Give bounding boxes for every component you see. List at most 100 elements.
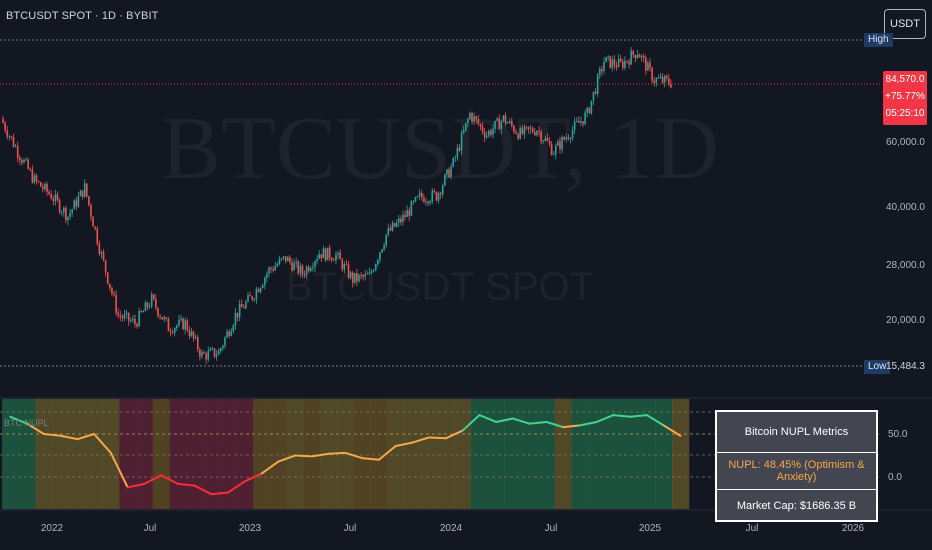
candle-body bbox=[521, 128, 524, 134]
nupl-tick-0: 0.0 bbox=[888, 472, 902, 483]
candle-body bbox=[353, 273, 356, 283]
candle-body bbox=[534, 132, 536, 136]
candle-body bbox=[150, 294, 153, 307]
candle-body bbox=[12, 137, 15, 147]
candle-body bbox=[228, 331, 230, 336]
candle-body bbox=[138, 310, 140, 327]
nupl-regime-band bbox=[136, 399, 154, 509]
nupl-line-segment bbox=[109, 451, 129, 489]
candle-body bbox=[268, 267, 270, 274]
candle-body bbox=[546, 138, 549, 141]
candle-body bbox=[441, 185, 444, 195]
candle-body bbox=[609, 56, 612, 68]
candle-body bbox=[62, 207, 65, 213]
candle-body bbox=[46, 183, 48, 192]
candle-body bbox=[603, 62, 605, 72]
indicator-title[interactable]: BTC NUPL bbox=[4, 418, 49, 428]
candle-body bbox=[196, 337, 199, 350]
candle-body bbox=[416, 195, 419, 198]
table-nupl-value: NUPL: 48.45% (Optimism & Anxiety) bbox=[717, 453, 876, 490]
nupl-line-segment bbox=[260, 460, 280, 475]
candle-body bbox=[75, 200, 78, 207]
nupl-metrics-table: Bitcoin NUPL Metrics NUPL: 48.45% (Optim… bbox=[715, 410, 878, 522]
nupl-line-segment bbox=[210, 491, 230, 496]
candle-body bbox=[48, 191, 50, 195]
nupl-line-segment bbox=[578, 420, 598, 427]
candle-body bbox=[630, 50, 632, 65]
nupl-regime-band bbox=[588, 399, 606, 509]
candle-body bbox=[567, 137, 570, 139]
candle-body bbox=[351, 272, 354, 283]
candle-body bbox=[333, 259, 335, 261]
candle-body bbox=[219, 348, 222, 351]
candle-body bbox=[584, 112, 586, 125]
candle-body bbox=[446, 169, 448, 175]
candle-body bbox=[224, 337, 226, 346]
candle-body bbox=[318, 254, 321, 259]
candle-body bbox=[364, 273, 367, 277]
candle-body bbox=[605, 57, 607, 63]
candle-body bbox=[127, 312, 130, 321]
candle-body bbox=[444, 174, 446, 186]
candle-body bbox=[561, 137, 563, 150]
candle-body bbox=[176, 325, 178, 328]
candle-body bbox=[379, 252, 381, 260]
high-label: High bbox=[864, 33, 893, 47]
candle-body bbox=[668, 78, 670, 84]
nupl-line-segment bbox=[444, 429, 464, 440]
nupl-line-segment bbox=[662, 424, 682, 437]
candle-body bbox=[251, 296, 254, 300]
candle-body bbox=[341, 259, 344, 270]
candle-body bbox=[222, 345, 224, 349]
candle-body bbox=[14, 146, 17, 148]
nupl-regime-band bbox=[554, 399, 572, 509]
low-value: 15,484.3 bbox=[886, 361, 925, 372]
candle-body bbox=[236, 312, 239, 318]
nupl-line-segment bbox=[562, 424, 581, 429]
time-label-2022: 2022 bbox=[40, 523, 64, 534]
candle-body bbox=[496, 118, 498, 121]
nupl-regime-band bbox=[286, 399, 304, 509]
nupl-line-segment bbox=[76, 433, 96, 441]
candle-body bbox=[548, 140, 551, 144]
candle-body bbox=[90, 204, 92, 217]
candle-body bbox=[437, 192, 440, 201]
candle-body bbox=[207, 350, 210, 360]
candle-body bbox=[102, 252, 105, 261]
candle-body bbox=[506, 122, 509, 124]
candle-body bbox=[358, 274, 360, 282]
candle-body bbox=[155, 298, 157, 308]
table-title: Bitcoin NUPL Metrics bbox=[717, 412, 876, 453]
candle-body bbox=[182, 318, 184, 330]
candle-body bbox=[632, 50, 635, 55]
candle-body bbox=[274, 266, 277, 271]
candle-body bbox=[634, 54, 637, 59]
candle-body bbox=[513, 125, 515, 133]
candle-body bbox=[253, 299, 256, 300]
candle-body bbox=[60, 212, 63, 213]
candle-body bbox=[439, 192, 442, 195]
candle-body bbox=[35, 175, 38, 182]
candle-body bbox=[188, 330, 191, 336]
candle-body bbox=[402, 214, 404, 223]
candle-body bbox=[240, 303, 243, 308]
candle-body bbox=[588, 107, 591, 114]
candle-body bbox=[427, 201, 429, 204]
candle-body bbox=[54, 194, 57, 202]
time-label-2024: 2024 bbox=[439, 523, 463, 534]
nupl-line bbox=[9, 414, 682, 496]
candle-body bbox=[106, 272, 109, 284]
candle-body bbox=[109, 283, 111, 288]
nupl-regime-band bbox=[404, 399, 422, 509]
candle-body bbox=[289, 257, 291, 263]
candle-body bbox=[232, 325, 235, 332]
candle-body bbox=[199, 349, 201, 357]
candle-body bbox=[504, 115, 507, 124]
candle-body bbox=[617, 58, 620, 68]
candle-body bbox=[33, 175, 36, 183]
candle-body bbox=[121, 316, 124, 319]
candle-body bbox=[467, 119, 469, 124]
candle-body bbox=[475, 116, 478, 120]
candle-body bbox=[25, 159, 27, 161]
candle-body bbox=[360, 274, 362, 276]
